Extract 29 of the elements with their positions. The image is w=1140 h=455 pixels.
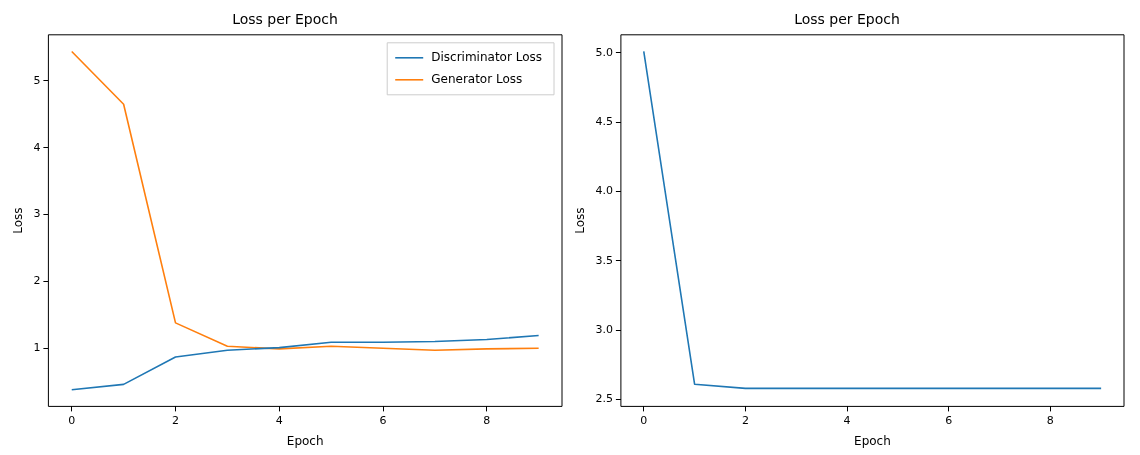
chart-title: Loss per Epoch [794,11,900,28]
y-tick-label: 5.0 [595,45,613,59]
legend-label: Discriminator Loss [431,49,543,64]
x-tick-label: 4 [275,413,283,427]
x-tick-label: 8 [1046,413,1054,427]
chart-title: Loss per Epoch [232,11,338,28]
x-tick-label: 6 [945,413,953,427]
y-tick-label: 2.5 [595,392,613,406]
y-tick-label: 3.0 [595,323,613,336]
y-tick-label: 3 [33,207,41,221]
y-tick-label: 1 [33,341,41,355]
y-tick-label: 3.5 [595,253,613,267]
legend-label: Generator Loss [431,71,523,86]
x-axis-title: Epoch [854,433,891,448]
x-tick-label: 2 [172,413,179,427]
x-tick-label: 2 [741,413,749,427]
y-tick-label: 4.5 [595,115,613,129]
x-axis-title: Epoch [286,433,324,448]
y-tick-label: 4 [33,140,41,154]
y-tick-label: 4.0 [595,184,613,198]
x-tick-label: 0 [640,413,648,427]
x-tick-label: 6 [379,413,387,427]
y-tick-label: 2 [33,274,41,288]
x-tick-label: 0 [68,413,76,427]
y-axis-title: Loss [11,207,26,234]
x-tick-label: 8 [483,413,491,427]
x-tick-label: 4 [843,413,851,427]
y-tick-label: 5 [33,73,41,87]
y-axis-title: Loss [573,207,588,234]
